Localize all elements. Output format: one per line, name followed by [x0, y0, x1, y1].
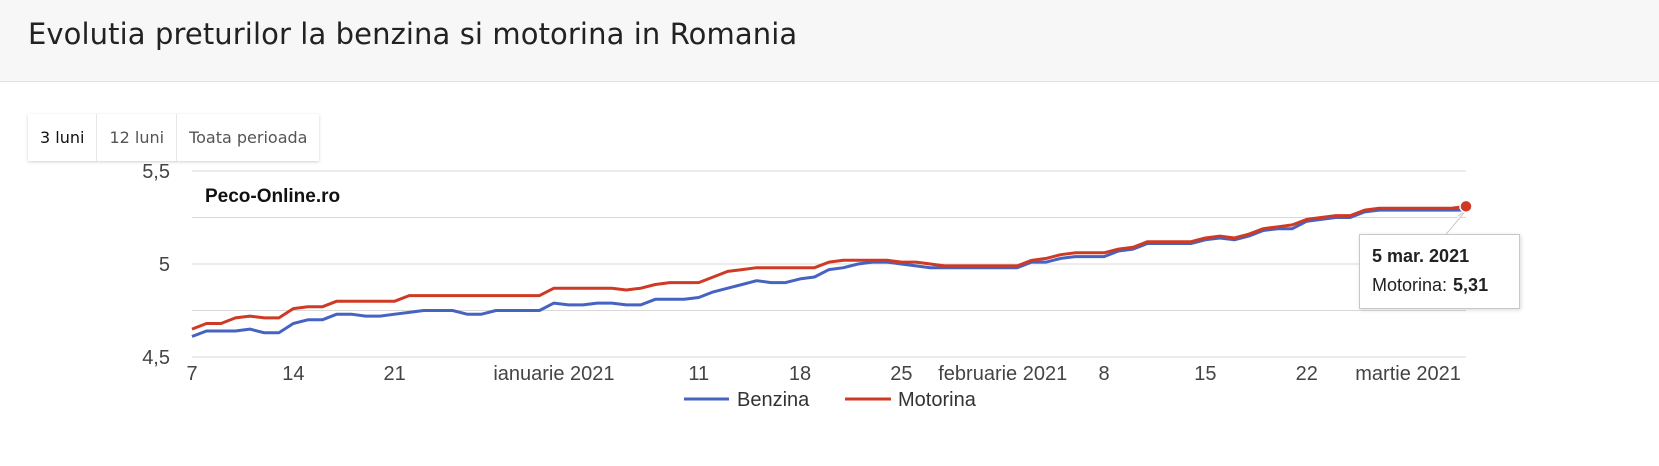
- series-line-motorina: [191, 204, 1467, 331]
- series-line-benzina: [191, 208, 1466, 338]
- range-12-months-button[interactable]: 12 luni: [97, 114, 178, 161]
- page-header: Evolutia preturilor la benzina si motori…: [0, 0, 1659, 82]
- x-tick-label: februarie 2021: [938, 363, 1067, 385]
- range-all-period-button[interactable]: Toata perioada: [177, 114, 320, 161]
- x-tick-label: 14: [282, 363, 304, 385]
- x-tick-label: 22: [1296, 363, 1318, 385]
- tooltip-date: 5 mar. 2021: [1372, 246, 1470, 266]
- x-tick-label: 11: [688, 363, 709, 385]
- y-tick-label: 4,5: [142, 347, 170, 369]
- legend-label-benzina: Benzina: [737, 389, 810, 411]
- chart-watermark: Peco-Online.ro: [205, 186, 340, 207]
- range-3-months-button[interactable]: 3 luni: [28, 114, 98, 161]
- chart-tooltip: 5 mar. 2021 Motorina: 5,31: [1359, 234, 1520, 309]
- x-tick-label: 7: [186, 363, 197, 385]
- legend-label-motorina: Motorina: [898, 389, 977, 411]
- tooltip-row: Motorina: 5,31: [1372, 275, 1507, 296]
- page-title: Evolutia preturilor la benzina si motori…: [28, 17, 798, 51]
- highlight-point: [1459, 199, 1473, 214]
- x-tick-label: martie 2021: [1355, 363, 1461, 385]
- range-selector: 3 luni 12 luni Toata perioada: [28, 114, 320, 161]
- x-tick-label: 18: [789, 363, 811, 385]
- y-tick-label: 5: [159, 254, 170, 276]
- x-tick-label: 15: [1194, 363, 1216, 385]
- y-tick-label: 5,5: [142, 161, 170, 183]
- x-tick-label: 21: [384, 363, 406, 385]
- tooltip-pointer: [1445, 208, 1468, 235]
- tooltip-value: 5,31: [1453, 275, 1489, 295]
- x-tick-label: 8: [1099, 363, 1110, 385]
- x-tick-label: ianuarie 2021: [493, 363, 614, 385]
- tooltip-series-label: Motorina:: [1372, 275, 1448, 295]
- x-tick-label: 25: [890, 363, 912, 385]
